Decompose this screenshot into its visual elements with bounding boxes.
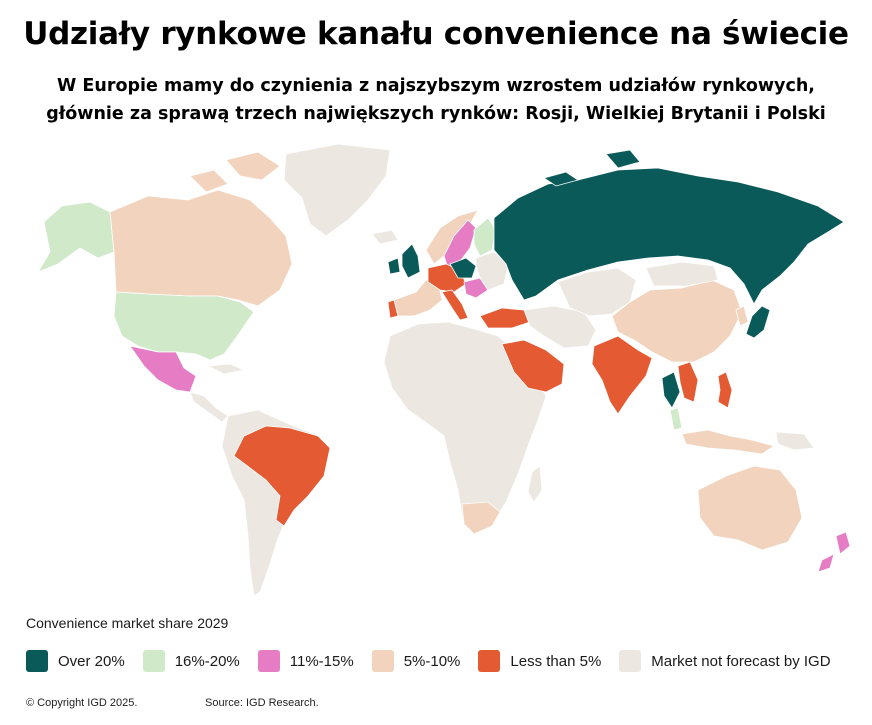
- world-map: [37, 143, 851, 597]
- region-philippines: [717, 371, 733, 409]
- region-australia: [697, 465, 803, 551]
- region-eastern-europe: [475, 251, 509, 291]
- region-turkey: [479, 307, 531, 329]
- region-mexico: [129, 345, 197, 393]
- region-new-zealand: [817, 531, 851, 573]
- legend-swatch: [257, 650, 280, 672]
- region-korea: [735, 305, 749, 327]
- region-poland: [449, 257, 477, 279]
- region-africa: [383, 321, 547, 535]
- region-russia-islands: [543, 149, 641, 187]
- legend-title: Convenience market share 2029: [26, 615, 229, 631]
- region-western-europe: [393, 279, 443, 317]
- legend-item-p11_15: 11%-15%: [257, 650, 354, 672]
- legend-swatch: [26, 650, 48, 672]
- legend-label: 11%-15%: [289, 652, 354, 670]
- region-central-america: [189, 391, 229, 423]
- region-finland: [473, 217, 497, 257]
- legend-swatch: [142, 650, 165, 672]
- region-balkans: [463, 277, 489, 299]
- legend-item-less5: Less than 5%: [478, 650, 601, 672]
- region-portugal: [387, 299, 399, 319]
- legend-label: Over 20%: [58, 652, 125, 670]
- region-canada: [109, 189, 293, 307]
- region-saudi-arabia: [501, 339, 565, 393]
- legend-swatch: [371, 650, 394, 672]
- region-mongolia: [645, 261, 719, 287]
- region-south-africa: [461, 501, 501, 535]
- region-italy: [441, 289, 469, 321]
- legend-label: Market not forecast by IGD: [651, 652, 831, 670]
- region-malaysia: [669, 407, 683, 431]
- region-middle-east: [523, 305, 597, 349]
- legend-label: 16%-20%: [174, 652, 240, 670]
- copyright-text: © Copyright IGD 2025.: [26, 697, 138, 709]
- region-brazil: [233, 425, 331, 527]
- region-usa: [113, 291, 255, 361]
- page-title: Udziały rynkowe kanału convenience na św…: [23, 16, 849, 52]
- subtitle-line-1: W Europie mamy do czynienia z najszybszy…: [57, 76, 815, 96]
- legend-item-notForecast: Market not forecast by IGD: [619, 650, 831, 672]
- source-text: Source: IGD Research.: [205, 697, 319, 709]
- region-papua: [775, 431, 815, 451]
- legend-item-p16_20: 16%-20%: [142, 650, 240, 672]
- legend-swatch: [619, 650, 642, 672]
- region-india: [591, 335, 653, 415]
- region-indonesia: [681, 429, 775, 455]
- legend-item-p5_10: 5%-10%: [371, 650, 461, 672]
- region-russia: [493, 167, 845, 305]
- subtitle-line-2: głównie za sprawą trzech największych ry…: [46, 104, 826, 124]
- legend-label: Less than 5%: [510, 652, 602, 670]
- region-caribbean: [206, 363, 246, 375]
- region-alaska: [37, 201, 115, 273]
- legend-swatch: [478, 650, 501, 672]
- region-iceland: [371, 229, 399, 245]
- region-china: [611, 279, 743, 363]
- legend-label: 5%-10%: [403, 652, 461, 670]
- region-japan: [745, 305, 771, 339]
- legend-item-over20: Over 20%: [26, 650, 125, 672]
- region-madagascar: [527, 465, 543, 503]
- page-subtitle: W Europie mamy do czynienia z najszybszy…: [0, 72, 872, 128]
- region-uk: [387, 243, 421, 279]
- region-thailand-vietnam: [661, 371, 681, 409]
- region-indochina: [677, 361, 699, 403]
- region-canada-arctic: [189, 151, 281, 193]
- region-greenland: [283, 143, 391, 237]
- legend: Over 20% 16%-20% 11%-15% 5%-10% Less than 5%…: [26, 650, 849, 672]
